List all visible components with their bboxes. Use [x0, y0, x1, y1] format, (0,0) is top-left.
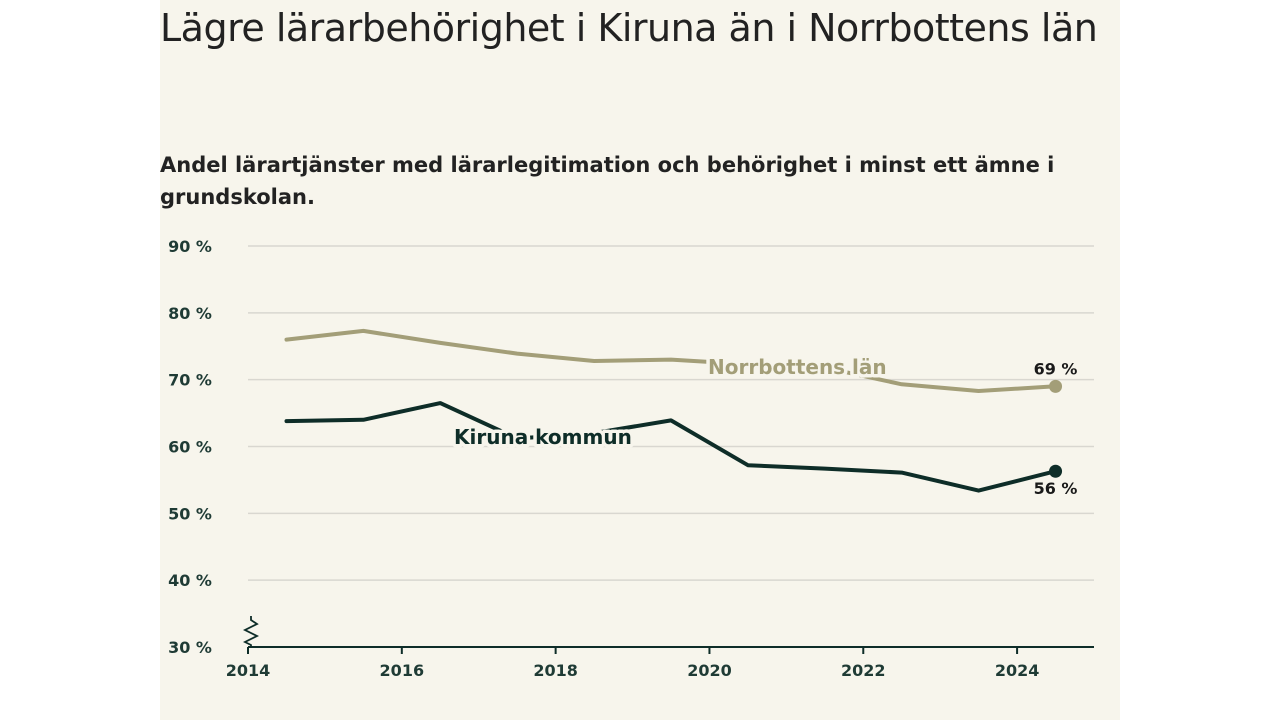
series-label-halo: Kiruna kommun — [454, 425, 632, 449]
x-tick-label: 2018 — [533, 661, 578, 680]
x-tick-label: 2014 — [226, 661, 271, 680]
series-end-value-label: 56 % — [1034, 479, 1078, 498]
x-tick-label: 2022 — [841, 661, 886, 680]
series-line — [284, 328, 1058, 393]
x-tick-label: 2016 — [380, 661, 425, 680]
x-tick-label: 2024 — [995, 661, 1040, 680]
axis-break-icon — [242, 616, 260, 647]
chart-subtitle: Andel lärartjänster med lärarlegitimatio… — [160, 153, 1055, 209]
y-tick-label: 40 % — [168, 571, 212, 590]
y-tick-label: 30 % — [168, 638, 212, 657]
series-label: Kiruna kommun — [454, 425, 632, 449]
y-tick-label: 50 % — [168, 504, 212, 523]
series-label: Norrbottens län — [708, 355, 887, 379]
chart-title: Lägre lärarbehörighet i Kiruna än i Norr… — [160, 6, 1098, 50]
chart-panel: Lägre lärarbehörighet i Kiruna än i Norr… — [160, 0, 1120, 720]
series-label-halo: Norrbottens län — [708, 355, 887, 379]
x-tick-label: 2020 — [687, 661, 732, 680]
series-line — [284, 401, 1058, 493]
y-tick-label: 80 % — [168, 304, 212, 323]
series-end-value-label: 69 % — [1034, 359, 1078, 378]
series-end-point — [1049, 464, 1063, 478]
y-tick-label: 90 % — [168, 237, 212, 256]
y-tick-label: 60 % — [168, 438, 212, 457]
line-chart: 30 % 40 % 50 % 60 % 70 % 80 % 90 % 2014 2016 2018… — [168, 237, 1094, 680]
y-tick-label: 70 % — [168, 371, 212, 390]
series-end-point — [1049, 379, 1063, 393]
